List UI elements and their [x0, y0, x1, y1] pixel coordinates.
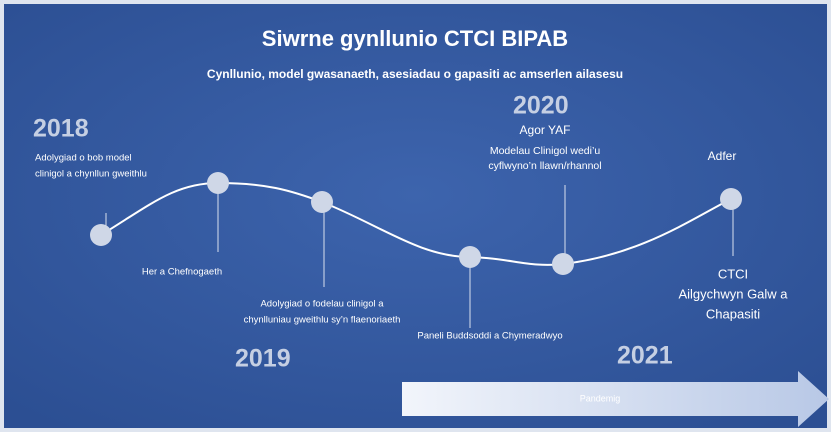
event-label: CTCI	[718, 266, 748, 281]
year: 2019	[235, 345, 291, 373]
event-label: clinigol a chynllun gweithlu	[35, 169, 147, 180]
event-label: Adfer	[708, 149, 737, 163]
title: Siwrne gynllunio CTCI BIPAB	[262, 26, 568, 51]
milestone	[311, 191, 333, 213]
event-label: cyflwyno’n llawn/rhannol	[488, 160, 601, 172]
year: 2018	[33, 115, 89, 143]
event-label: chynlluniau gweithlu sy’n flaenoriaeth	[244, 315, 401, 326]
event-label: Adolygiad o bob model	[35, 153, 132, 164]
event-label: Modelau Clinigol wedi’u	[490, 145, 600, 157]
event-label: Ailgychwyn Galw a	[678, 286, 788, 301]
timeline-curve	[100, 181, 732, 266]
background	[4, 4, 827, 428]
year: 2021	[617, 342, 673, 370]
subtitle: Cynllunio, model gwasanaeth, asesiadau o…	[207, 67, 623, 81]
milestone	[207, 172, 229, 194]
milestone	[552, 253, 574, 275]
arrow-label: Pandemig	[580, 393, 621, 403]
event-label: Adolygiad o fodelau clinigol a	[260, 299, 384, 310]
pandemic-arrow	[402, 371, 829, 427]
event-label: Chapasiti	[706, 306, 760, 321]
event-label: Her a Chefnogaeth	[142, 267, 222, 278]
milestone	[720, 188, 742, 210]
milestone	[90, 224, 112, 246]
milestone	[459, 246, 481, 268]
event-label: Agor YAF	[520, 123, 571, 137]
year: 2020	[513, 92, 569, 120]
event-label: Paneli Buddsoddi a Chymeradwyo	[417, 331, 562, 342]
